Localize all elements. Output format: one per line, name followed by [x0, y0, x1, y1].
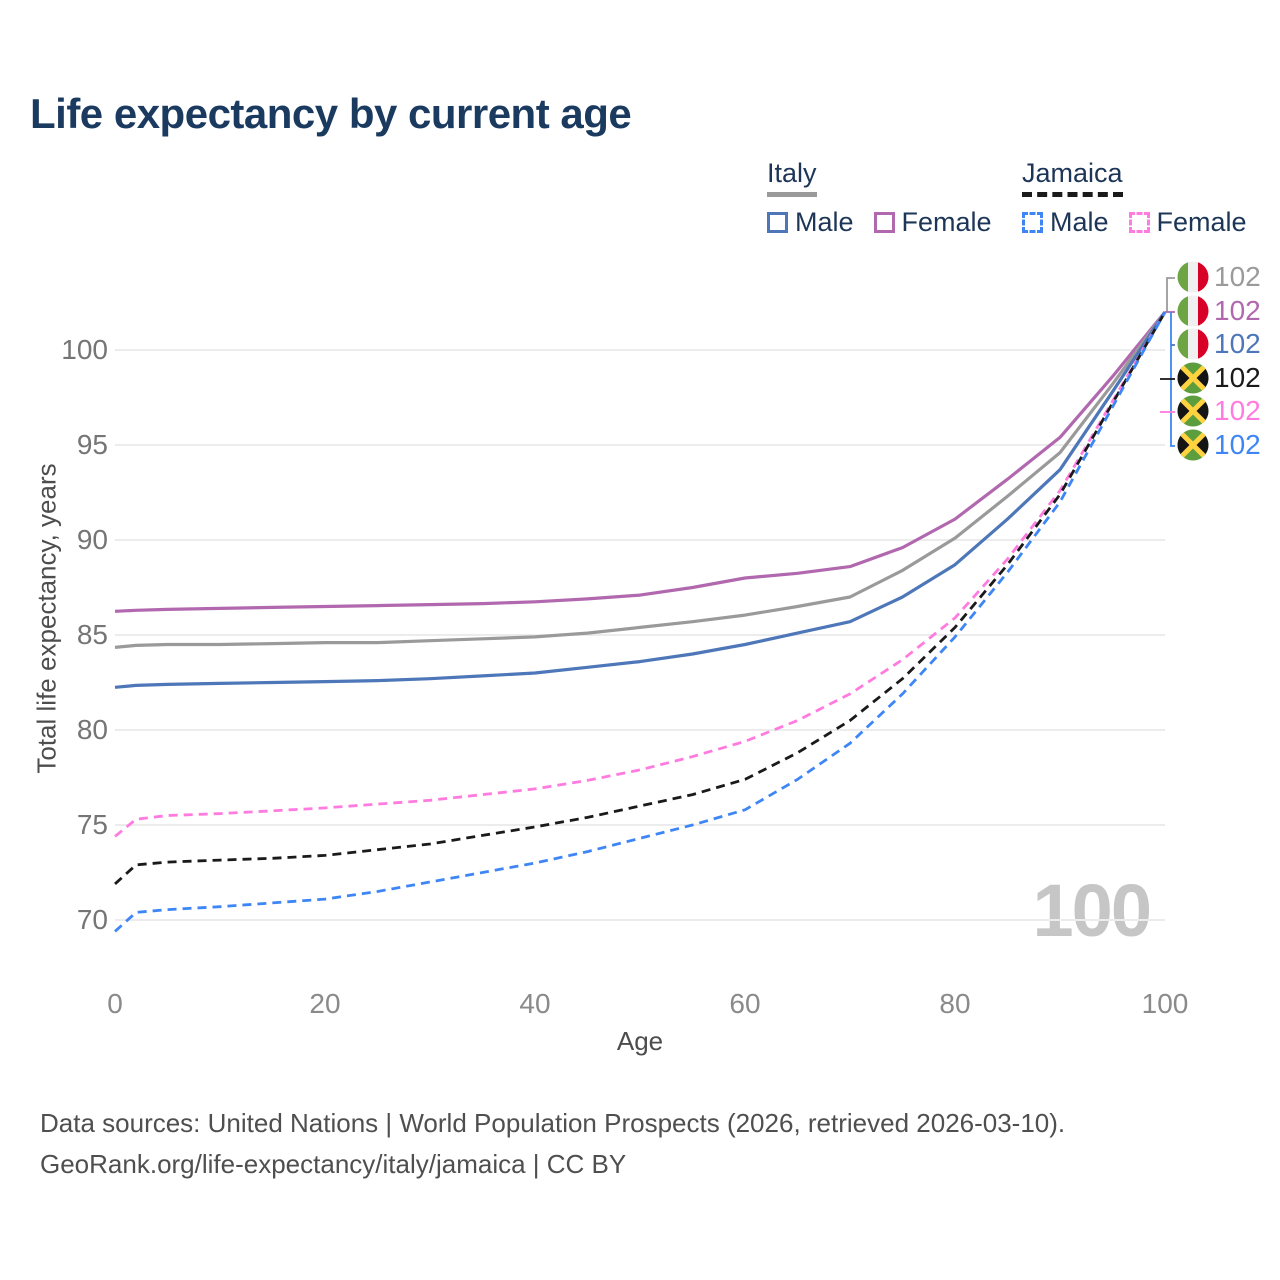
footer-sources: Data sources: United Nations | World Pop… — [40, 1108, 1066, 1138]
legend-item-label: Male — [1050, 207, 1109, 237]
x-tick-0: 0 — [107, 988, 123, 1019]
legend-header-italy[interactable]: Italy — [767, 158, 817, 197]
italy-flag-icon — [1177, 295, 1209, 327]
end-label-value: 102 — [1214, 261, 1261, 292]
legend-group-italy: Italy Male Female — [767, 158, 992, 238]
end-label-connector — [1170, 312, 1175, 447]
y-tick-95: 95 — [76, 429, 108, 460]
y-tick-85: 85 — [76, 619, 108, 650]
footer-attribution: GeoRank.org/life-expectancy/italy/jamaic… — [40, 1149, 627, 1179]
y-tick-80: 80 — [76, 714, 108, 745]
end-label-jamaica-female: 102 — [1177, 395, 1261, 427]
series-line-jamaica-female — [114, 311, 1167, 838]
end-label-value: 102 — [1214, 429, 1261, 460]
y-tick-75: 75 — [76, 809, 108, 840]
end-label-value: 102 — [1214, 395, 1261, 426]
x-tick-60: 60 — [729, 988, 761, 1019]
x-tick-80: 80 — [939, 988, 971, 1019]
end-label-value: 102 — [1214, 362, 1261, 393]
legend-item-label: Female — [1156, 207, 1247, 237]
legend-swatch — [873, 212, 895, 233]
series-line-jamaica-male — [114, 311, 1167, 933]
series-line-italy-male — [114, 311, 1167, 689]
x-tick-40: 40 — [519, 988, 551, 1019]
series-line-italy-both-sexes — [114, 311, 1167, 649]
italy-flag-icon — [1177, 261, 1209, 293]
legend-item-italy-male[interactable]: Male — [767, 207, 854, 238]
legend-item-label: Female — [901, 207, 992, 237]
y-tick-100: 100 — [61, 334, 108, 365]
page-title: Life expectancy by current age — [30, 90, 632, 137]
legend-item-jamaica-male[interactable]: Male — [1022, 207, 1109, 238]
y-tick-90: 90 — [76, 524, 108, 555]
legend-swatch — [767, 212, 788, 233]
jamaica-flag-icon — [1177, 429, 1209, 461]
legend-items-italy: Male Female — [767, 207, 992, 238]
legend-swatch — [1022, 212, 1043, 233]
legend-item-italy-female[interactable]: Female — [873, 207, 992, 238]
legend-item-jamaica-female[interactable]: Female — [1128, 207, 1247, 238]
legend-swatch — [1128, 212, 1150, 233]
legend-items-jamaica: Male Female — [1022, 207, 1247, 238]
legend-item-label: Male — [795, 207, 854, 237]
x-axis-title: Age — [616, 1026, 664, 1056]
legend-header-jamaica[interactable]: Jamaica — [1022, 158, 1123, 197]
end-label-value: 102 — [1214, 328, 1261, 359]
end-label-italy-both-sexes: 102 — [1177, 261, 1261, 293]
x-tick-20: 20 — [309, 988, 341, 1019]
end-label-jamaica-both-sexes: 102 — [1177, 362, 1261, 394]
series-line-jamaica-both-sexes — [114, 311, 1167, 885]
legend-group-jamaica: Jamaica Male Female — [1022, 158, 1247, 238]
jamaica-flag-icon — [1177, 362, 1209, 394]
end-label-value: 102 — [1214, 295, 1261, 326]
jamaica-flag-icon — [1177, 395, 1209, 427]
age-watermark: 100 — [1032, 869, 1152, 952]
end-label-connector — [1166, 277, 1175, 312]
end-label-jamaica-male: 102 — [1177, 429, 1261, 461]
x-tick-100: 100 — [1141, 988, 1189, 1019]
series-line-italy-female — [114, 310, 1167, 613]
end-label-italy-female: 102 — [1177, 295, 1261, 327]
end-label-italy-male: 102 — [1177, 328, 1261, 360]
italy-flag-icon — [1177, 328, 1209, 360]
y-tick-70: 70 — [76, 904, 108, 935]
